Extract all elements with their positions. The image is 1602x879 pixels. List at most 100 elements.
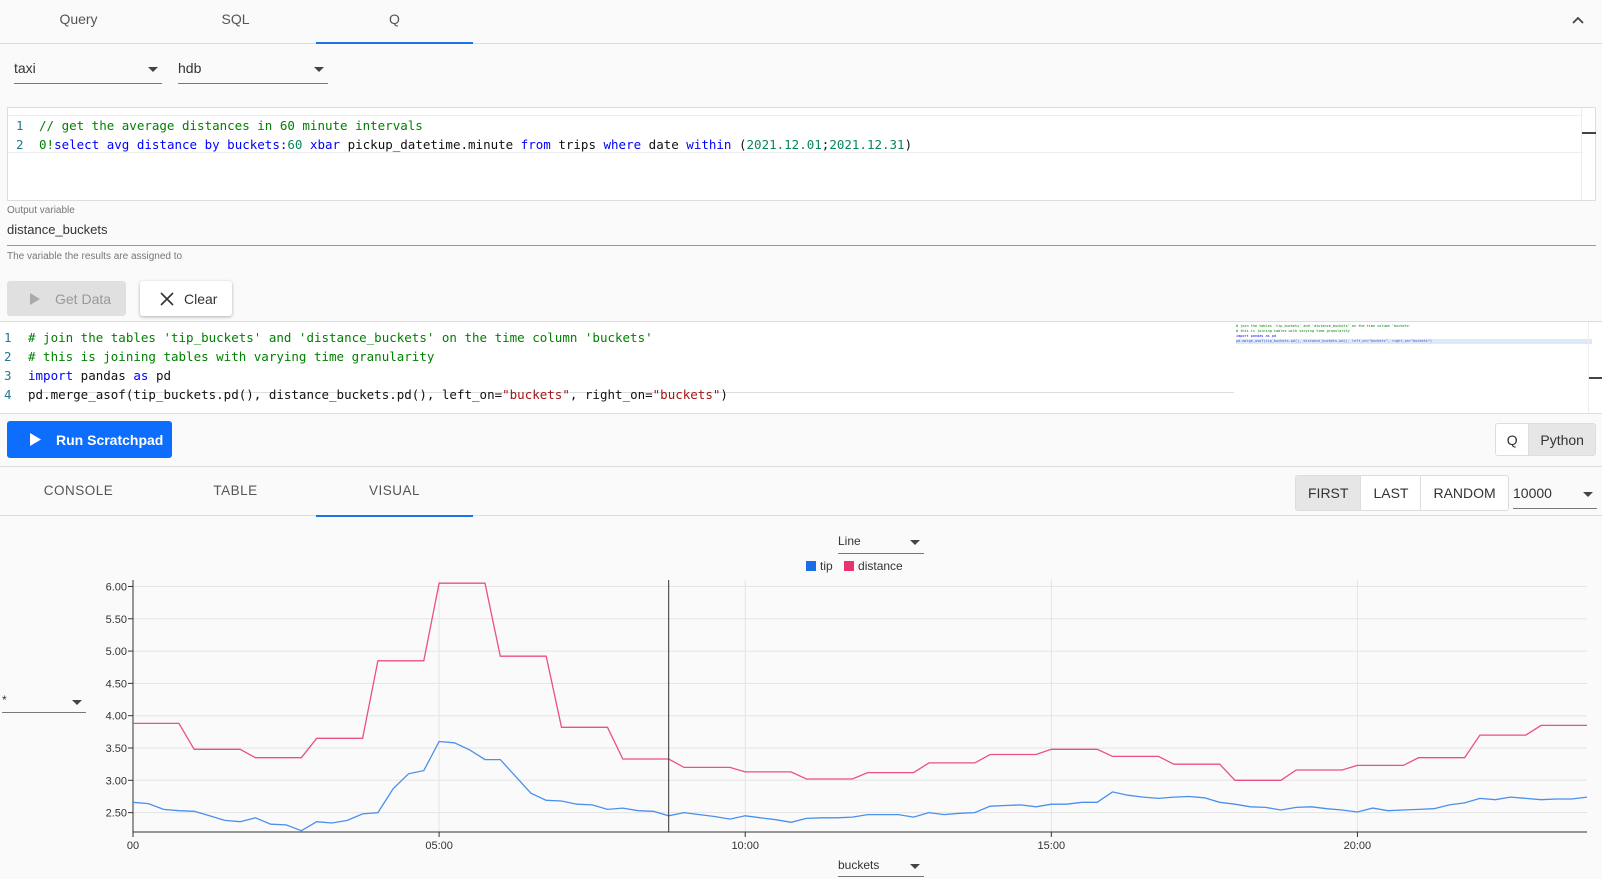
run-scratchpad-button[interactable]: Run Scratchpad: [7, 421, 172, 458]
tab-sql[interactable]: SQL: [221, 11, 250, 27]
get-data-button[interactable]: Get Data: [7, 281, 126, 316]
code-token: 2021.12.01: [746, 137, 822, 152]
chevron-down-icon: [910, 540, 920, 545]
tab-visual[interactable]: VISUAL: [316, 467, 473, 517]
code-token: import: [28, 368, 74, 383]
code-token: (: [731, 137, 747, 152]
run-scratchpad-label: Run Scratchpad: [56, 431, 164, 448]
editor-scrollbar[interactable]: [1588, 322, 1602, 413]
language-python-option[interactable]: Python: [1529, 424, 1595, 455]
line-number: 3: [4, 368, 12, 383]
code-token: ): [904, 137, 913, 152]
x-column-select[interactable]: buckets: [838, 857, 924, 877]
minimap-token: "buckets": [1368, 339, 1388, 343]
language-toggle: Q Python: [1495, 423, 1596, 456]
code-line: 2 # this is joining tables with varying t…: [0, 347, 434, 366]
code-comment: # this is joining tables with varying ti…: [28, 349, 435, 364]
output-variable-help: The variable the results are assigned to: [7, 251, 183, 262]
code-token: ;: [821, 137, 830, 152]
chevron-down-icon: [1583, 492, 1593, 497]
chart-type-select[interactable]: Line: [838, 532, 924, 554]
minimap-token: pd: [1269, 334, 1277, 338]
line-number: 4: [4, 387, 12, 402]
minimap-token: ): [1429, 339, 1432, 343]
legend-swatch-tip: [806, 561, 816, 571]
current-line-highlight: [8, 115, 1583, 153]
get-data-label: Get Data: [55, 290, 112, 307]
code-line: 3 import pandas as pd: [0, 366, 171, 385]
minimap-token: , right_on=: [1387, 339, 1411, 343]
database-select[interactable]: hdb: [178, 56, 328, 84]
python-code-editor[interactable]: 1 # join the tables 'tip_buckets' and 'di…: [0, 321, 1602, 414]
chevron-down-icon: [314, 67, 324, 72]
tab-console[interactable]: CONSOLE: [43, 483, 114, 498]
y-tick-label: 3.50: [106, 743, 127, 755]
current-line-underline: [26, 392, 1234, 393]
x-column-value: buckets: [838, 858, 880, 872]
clear-button[interactable]: Clear: [140, 281, 232, 316]
chart-legend: tip distance: [806, 559, 903, 573]
sample-size-select[interactable]: 10000: [1513, 481, 1597, 509]
code-token: buckets:: [219, 137, 288, 152]
sample-mode-group: FIRST LAST RANDOM: [1295, 475, 1509, 511]
legend-label-distance: distance: [858, 559, 903, 573]
legend-label-tip: tip: [820, 559, 833, 573]
sample-random-option[interactable]: RANDOM: [1433, 485, 1496, 501]
code-comment: # join the tables 'tip_buckets' and 'dis…: [28, 330, 653, 345]
series-line-tip: [132, 740, 1588, 832]
code-comment: // get the average distances in 60 minut…: [39, 118, 423, 133]
output-variable-input[interactable]: distance_buckets: [7, 222, 1596, 246]
code-token: where: [603, 137, 642, 152]
code-token: trips: [550, 137, 604, 152]
close-icon: [160, 291, 174, 306]
editor-minimap[interactable]: # join the tables 'tip_buckets' and 'dis…: [1236, 324, 1592, 354]
code-token: pandas: [73, 368, 134, 383]
chart-type-value: Line: [838, 534, 861, 548]
minimap-line: pd.merge_asof(tip_buckets.pd(), distance…: [1236, 339, 1592, 344]
code-token: 0!: [39, 137, 55, 152]
y-tick-label: 6.00: [106, 581, 127, 593]
x-tick-label: 05:00: [425, 840, 453, 852]
chevron-down-icon: [148, 67, 158, 72]
language-q-option[interactable]: Q: [1496, 424, 1530, 455]
code-token: pd.merge_asof(tip_buckets.pd(), distance…: [28, 387, 503, 402]
minimap-line: # this is joining tables with varying ti…: [1236, 329, 1350, 333]
clear-label: Clear: [184, 290, 218, 307]
chevron-down-icon: [72, 700, 82, 705]
code-token: pickup_datetime.minute: [340, 137, 521, 152]
tab-query[interactable]: Query: [59, 11, 98, 27]
editor-scrollbar[interactable]: [1581, 108, 1596, 200]
tab-table[interactable]: TABLE: [213, 483, 258, 498]
code-line: 1 // get the average distances in 60 minu…: [8, 116, 423, 135]
q-code-editor[interactable]: 1 // get the average distances in 60 minu…: [7, 107, 1596, 201]
top-tab-bar: Query SQL Q: [0, 0, 1602, 44]
table-select[interactable]: taxi: [14, 56, 162, 84]
table-select-value: taxi: [14, 60, 36, 76]
chevron-up-icon[interactable]: [1570, 12, 1586, 28]
code-token: 2021.12.31: [829, 137, 905, 152]
chevron-down-icon: [910, 864, 920, 869]
sample-last-option[interactable]: LAST: [1361, 476, 1422, 510]
minimap-token: import: [1236, 334, 1249, 338]
minimap-token: "buckets": [1410, 339, 1430, 343]
code-token: pd: [148, 368, 172, 383]
legend-swatch-distance: [844, 561, 855, 571]
sample-first-option[interactable]: FIRST: [1296, 476, 1362, 510]
code-token: from: [520, 137, 551, 152]
y-column-value: *: [2, 693, 7, 707]
code-token: within: [686, 137, 732, 152]
minimap-token: pd.merge_asof(tip_buckets.pd(), distance…: [1236, 339, 1369, 343]
x-tick-label: 15:00: [1038, 840, 1066, 852]
y-column-select[interactable]: *: [2, 693, 86, 713]
code-token: by: [204, 137, 220, 152]
code-token: ): [720, 387, 728, 402]
result-tab-bar: CONSOLE TABLE VISUAL: [0, 466, 1602, 517]
code-token: as: [133, 368, 149, 383]
code-token: "buckets": [502, 387, 570, 402]
minimap-line: # join the tables 'tip_buckets' and 'dis…: [1236, 324, 1411, 328]
play-icon: [30, 433, 41, 446]
y-tick-label: 5.50: [106, 614, 127, 626]
tab-q[interactable]: Q: [316, 0, 473, 44]
line-number: 2: [4, 349, 12, 364]
